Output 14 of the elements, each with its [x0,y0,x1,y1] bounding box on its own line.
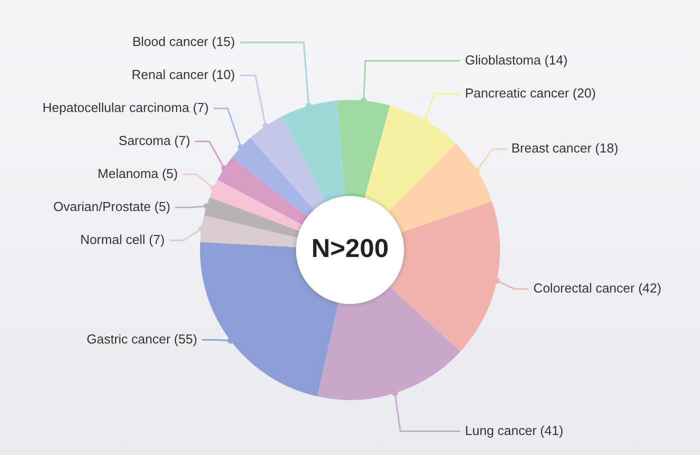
slice-label: Pancreatic cancer (20) [465,85,596,100]
slice-label: Colorectal cancer (42) [533,280,662,296]
legend-label: Gastric cancer (55) [86,331,198,346]
slice-label: Melanoma (5) [98,166,178,181]
slice-label: Ovarian/Prostate (5) [53,198,170,214]
slice-label: Sarcoma (7) [118,132,190,148]
slice-label: Glioblastoma (14) [465,52,568,68]
slice-label: Hepatocellular carcinoma (7) [42,100,209,115]
slice-label: Renal cancer (10) [132,66,235,82]
slice-label: Blood cancer (15) [132,34,235,49]
slice-label: Breast cancer (18) [511,140,618,156]
text: N>200 [311,233,389,264]
slice-label: Lung cancer (41) [465,422,564,438]
slice-label: Normal cell (7) [80,232,165,247]
